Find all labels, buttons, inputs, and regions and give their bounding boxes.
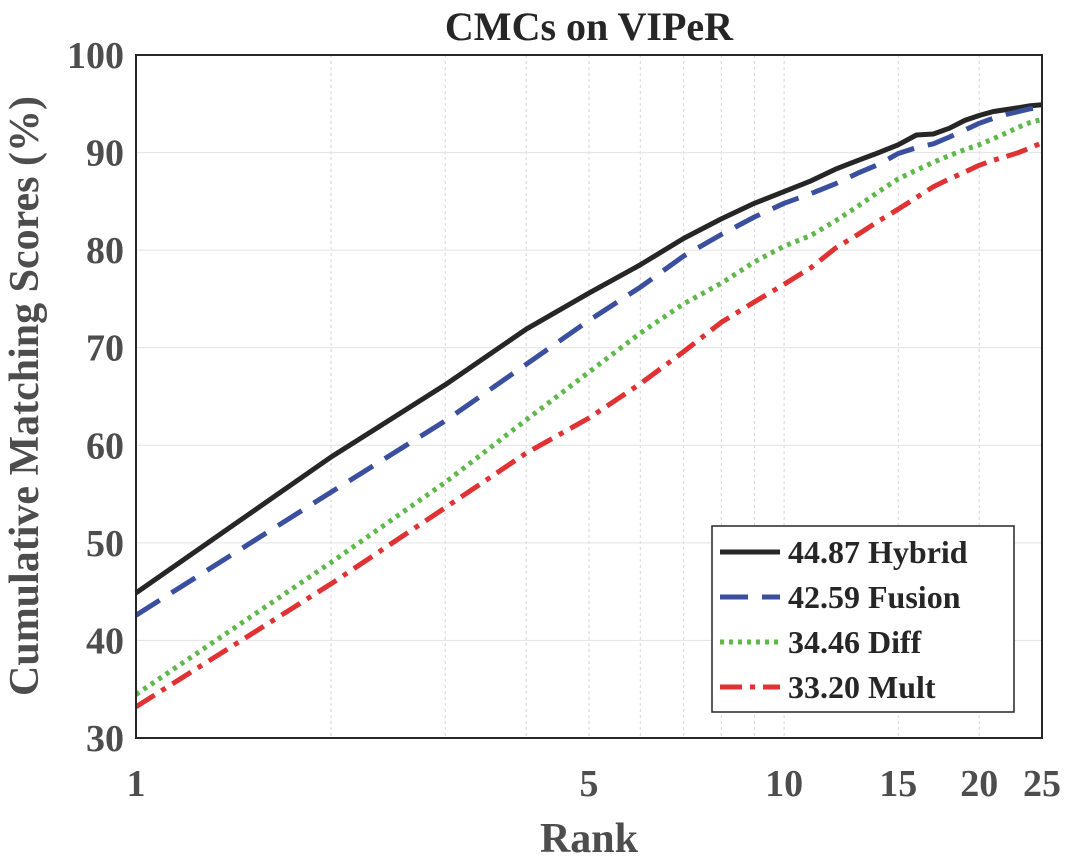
series-layer bbox=[134, 102, 1043, 709]
x-tick-label-5: 5 bbox=[580, 763, 599, 805]
y-tick-label-90: 90 bbox=[86, 133, 124, 175]
plot-frame bbox=[135, 54, 1043, 739]
x-tick-labels: 1 5 10 15 20 25 bbox=[127, 763, 1062, 805]
y-tick-label-70: 70 bbox=[86, 328, 124, 370]
x-axis-label: Rank bbox=[540, 816, 639, 859]
series-line-mult bbox=[134, 140, 1043, 709]
series-line-diff bbox=[134, 116, 1043, 697]
legend-label-mult: 33.20 Mult bbox=[788, 669, 936, 705]
y-tick-labels: 30 40 50 60 70 80 90 100 bbox=[67, 35, 124, 760]
legend-label-diff: 34.46 Diff bbox=[788, 624, 922, 660]
x-tick-label-10: 10 bbox=[765, 763, 803, 805]
legend-label-fusion: 42.59 Fusion bbox=[788, 579, 961, 615]
legend: 44.87 Hybrid 42.59 Fusion 34.46 Diff 33.20 … bbox=[711, 525, 1015, 713]
y-tick-label-80: 80 bbox=[86, 230, 124, 272]
x-tick-label-25: 25 bbox=[1023, 763, 1061, 805]
y-tick-label-60: 60 bbox=[86, 425, 124, 467]
chart-title: CMCs on VIPeR bbox=[445, 4, 734, 49]
series-line-fusion bbox=[134, 105, 1043, 618]
y-tick-label-100: 100 bbox=[67, 35, 124, 77]
y-tick-label-30: 30 bbox=[86, 718, 124, 760]
y-tick-label-50: 50 bbox=[86, 523, 124, 565]
legend-box bbox=[711, 525, 1015, 713]
legend-label-hybrid: 44.87 Hybrid bbox=[788, 534, 968, 570]
y-tick-label-40: 40 bbox=[86, 620, 124, 662]
series-line-hybrid bbox=[134, 102, 1043, 595]
y-axis-label: Cumulative Matching Scores (%) bbox=[2, 96, 48, 696]
x-tick-label-15: 15 bbox=[879, 763, 917, 805]
x-tick-label-1: 1 bbox=[127, 763, 146, 805]
x-tick-label-20: 20 bbox=[960, 763, 998, 805]
